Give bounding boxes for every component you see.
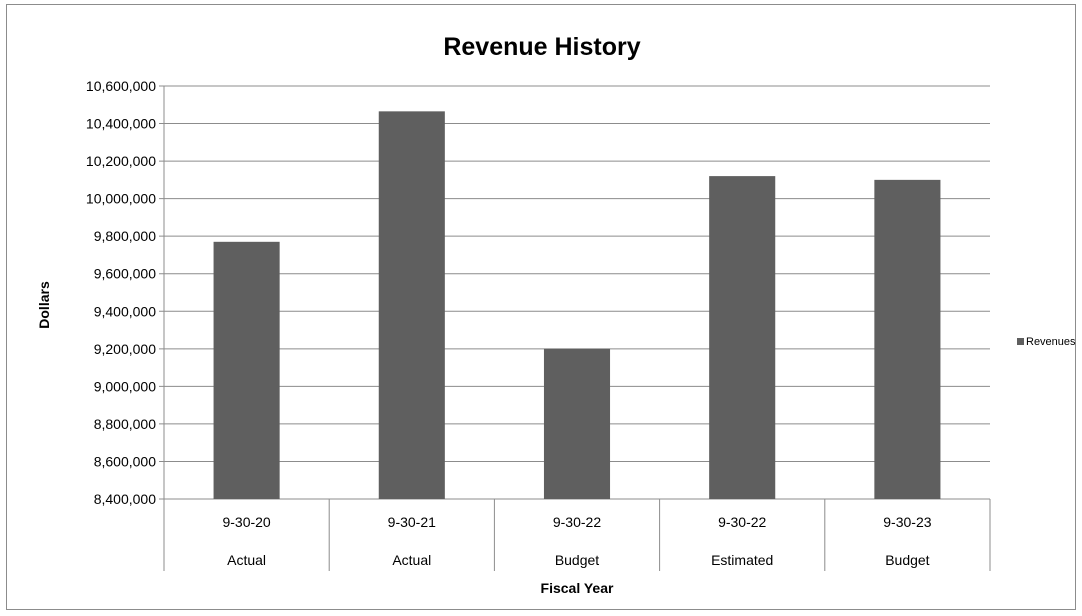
bar <box>874 179 941 499</box>
y-tick-labels: 8,400,000 8,600,000 8,800,000 9,000,000 9,20… <box>86 78 156 507</box>
bar <box>709 176 776 500</box>
y-tick-label: 9,600,000 <box>94 266 156 282</box>
axes <box>163 86 991 571</box>
x-tick-label: 9-30-21 <box>388 514 436 530</box>
y-tick-label: 8,800,000 <box>94 416 156 432</box>
chart-title: Revenue History <box>443 33 640 61</box>
x-tick-label: 9-30-22 <box>718 514 766 530</box>
x-tick-label: 9-30-22 <box>553 514 601 530</box>
y-tick-label: 8,600,000 <box>94 453 156 469</box>
legend-swatch <box>1017 338 1024 345</box>
x-group-label: Budget <box>555 552 599 568</box>
y-tick-label: 10,400,000 <box>86 116 156 132</box>
chart-frame: Revenue History 8,400,000 8,600,000 8,800,… <box>6 4 1076 610</box>
x-group-label: Estimated <box>711 552 773 568</box>
y-tick-label: 10,200,000 <box>86 153 156 169</box>
x-group-label: Budget <box>885 552 929 568</box>
x-group-label: Actual <box>227 552 266 568</box>
x-group-label: Actual <box>392 552 431 568</box>
revenue-history-chart: Revenue History 8,400,000 8,600,000 8,800,… <box>36 33 1076 596</box>
y-tick-label: 9,400,000 <box>94 303 156 319</box>
y-tick-label: 8,400,000 <box>94 491 156 507</box>
legend: Revenues <box>1017 336 1076 348</box>
x-tick-labels: 9-30-20 Actual 9-30-21 Actual 9-30-22 Budget 9… <box>222 514 931 568</box>
bar <box>543 348 611 499</box>
y-axis-title: Dollars <box>36 281 52 329</box>
x-tick-label: 9-30-20 <box>222 514 270 530</box>
y-tick-label: 10,000,000 <box>86 191 156 207</box>
y-tick-label: 10,600,000 <box>86 78 156 94</box>
y-tick-label: 9,800,000 <box>94 228 156 244</box>
x-tick-label: 9-30-23 <box>883 514 931 530</box>
y-tick-label: 9,000,000 <box>94 378 156 394</box>
bar <box>378 111 445 499</box>
legend-label: Revenues <box>1026 336 1076 348</box>
x-axis-title: Fiscal Year <box>541 580 614 596</box>
bars <box>213 111 941 500</box>
bar <box>213 241 280 499</box>
y-tick-label: 9,200,000 <box>94 341 156 357</box>
